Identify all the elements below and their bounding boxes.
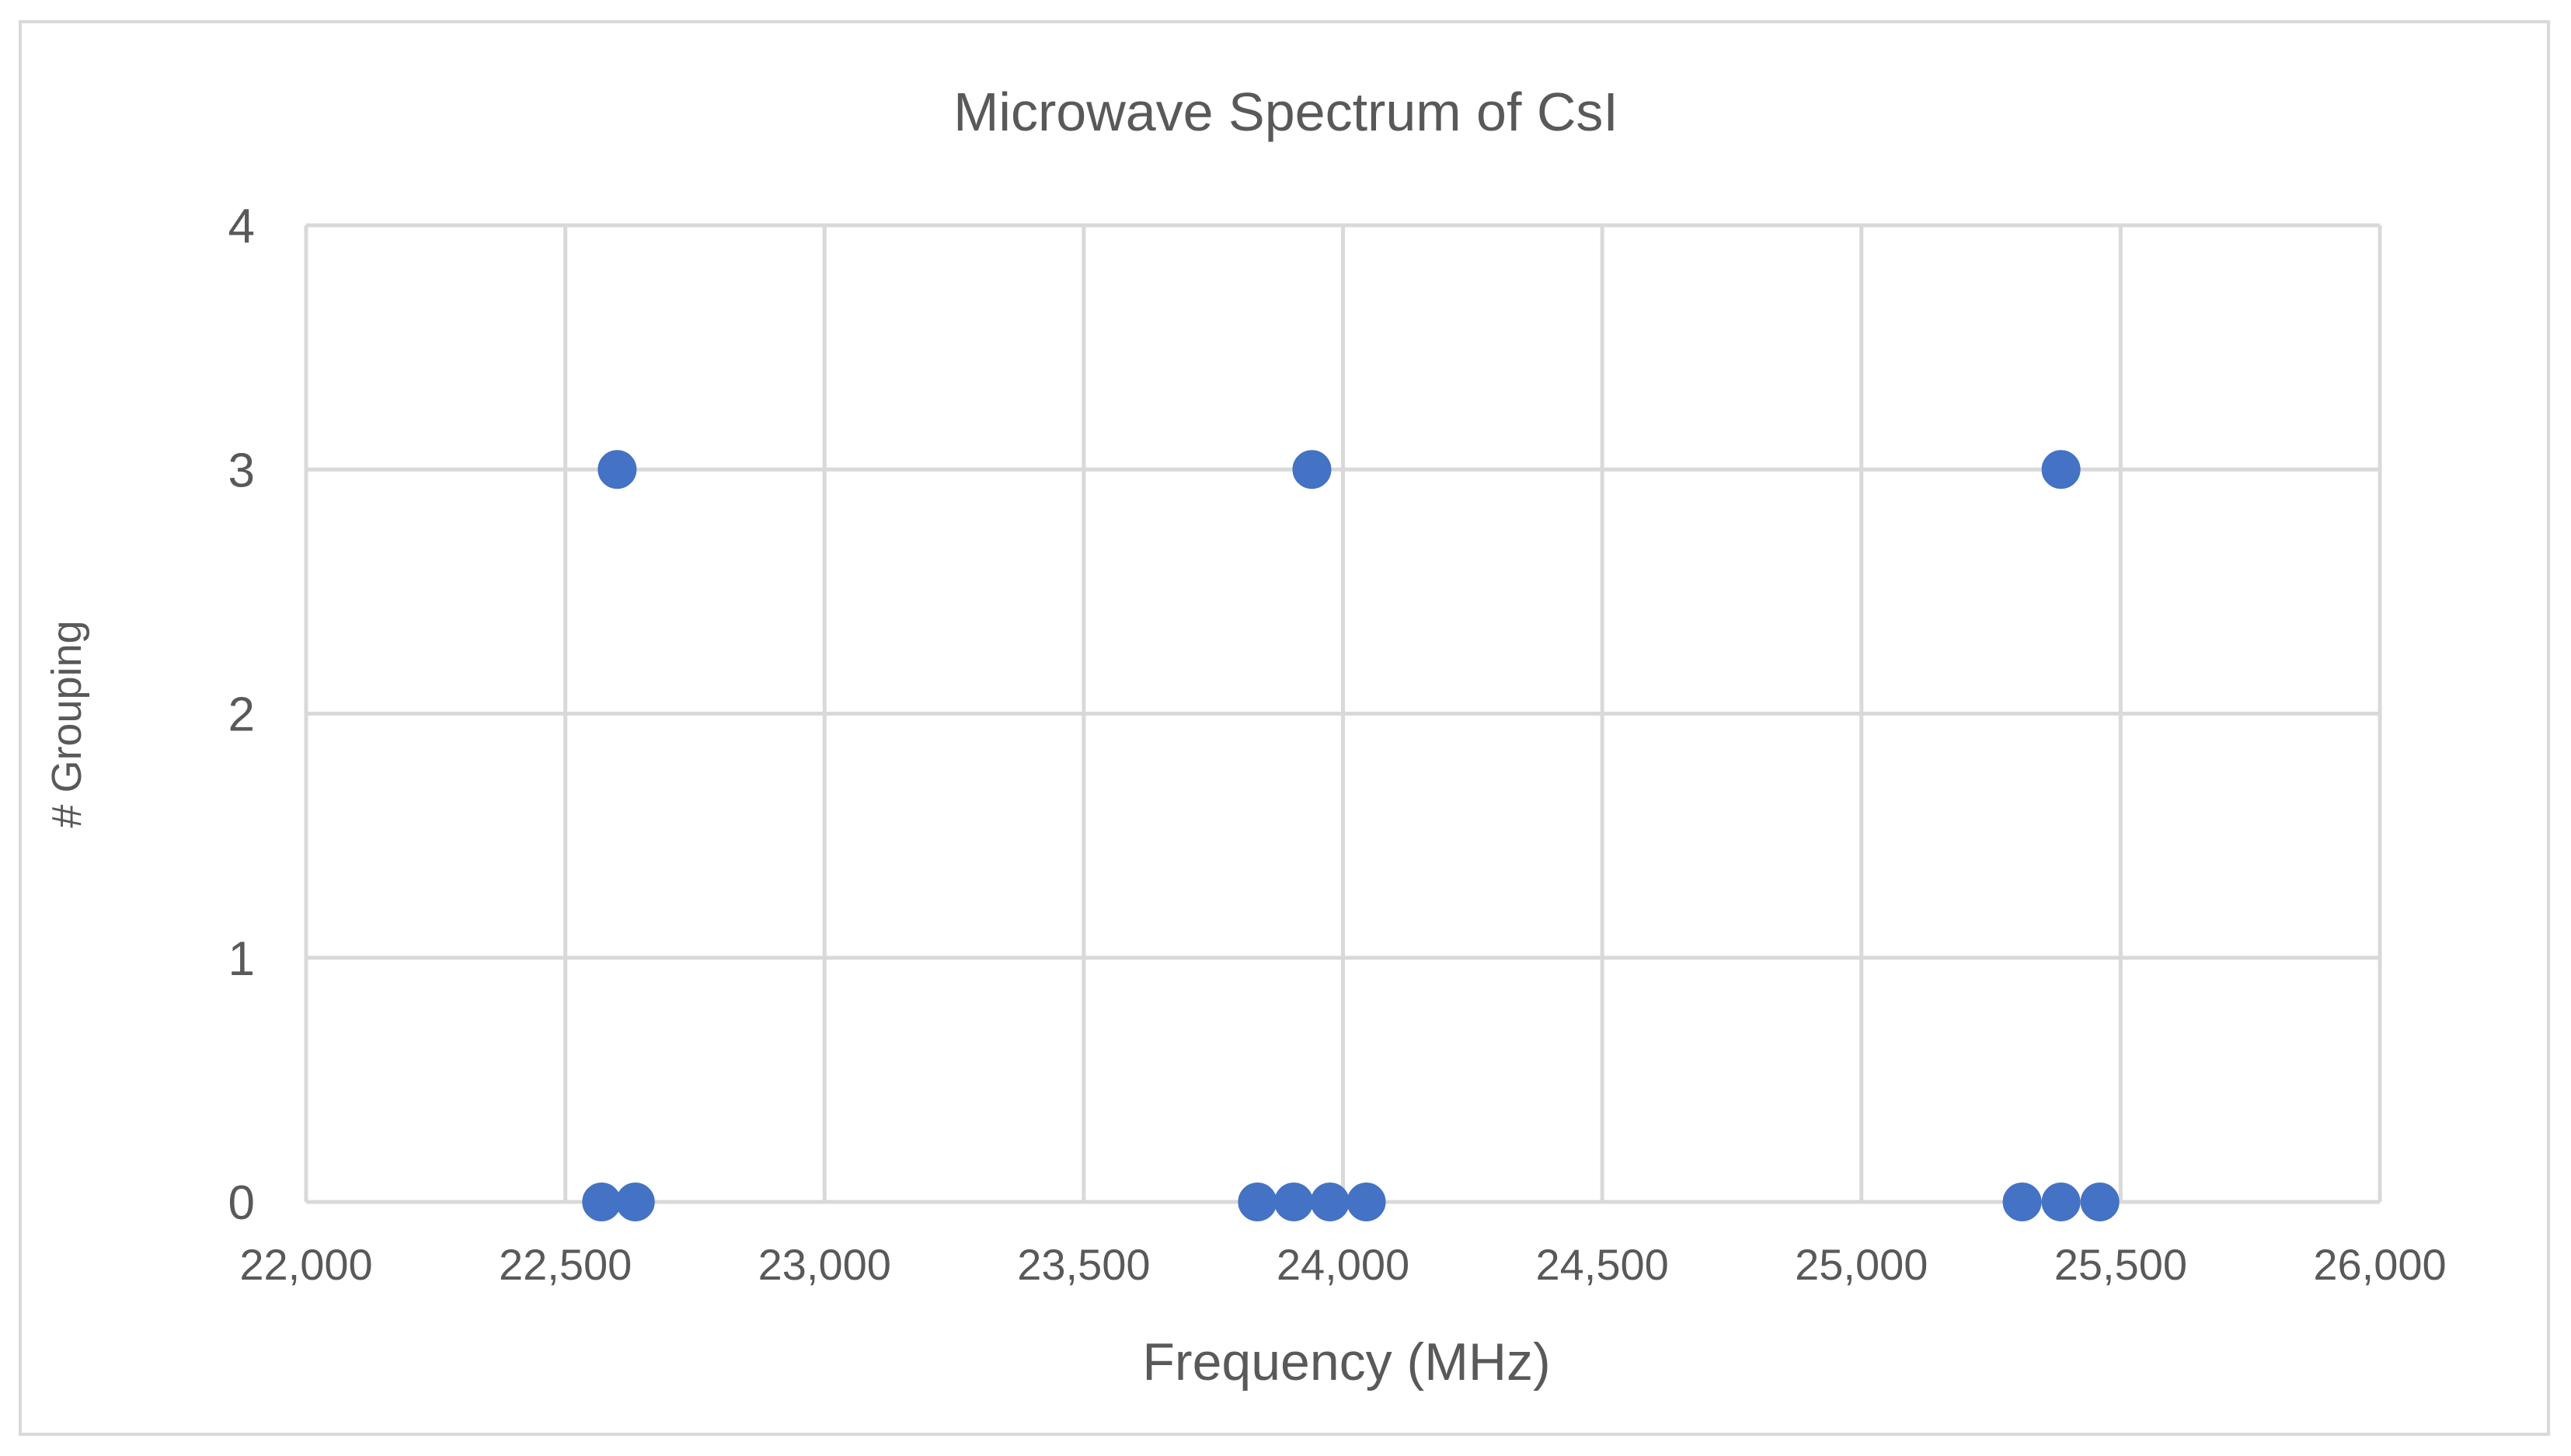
x-tick-label: 22,000: [239, 1240, 372, 1289]
data-point: [2041, 450, 2081, 489]
x-tick-label: 23,500: [1017, 1240, 1150, 1289]
y-tick-label: 4: [228, 200, 255, 253]
x-tick-label: 22,500: [499, 1240, 632, 1289]
data-point: [597, 450, 637, 489]
data-point: [615, 1183, 655, 1221]
x-tick-label: 23,000: [758, 1240, 891, 1289]
x-tick-label: 24,500: [1535, 1240, 1668, 1289]
y-axis-ticks: 0 1 2 3 4: [228, 200, 255, 1230]
data-point: [1274, 1183, 1314, 1221]
x-tick-label: 25,000: [1795, 1240, 1928, 1289]
data-point: [2080, 1183, 2120, 1221]
y-axis-title: # Grouping: [44, 620, 90, 827]
x-tick-label: 25,500: [2054, 1240, 2187, 1289]
data-point: [582, 1183, 622, 1221]
x-axis-title: Frequency (MHz): [1142, 1332, 1550, 1392]
x-tick-label: 26,000: [2313, 1240, 2446, 1289]
data-point: [2041, 1183, 2081, 1221]
data-point: [1310, 1183, 1350, 1221]
gridlines: [304, 223, 2382, 1204]
data-point: [1292, 450, 1332, 489]
x-tick-label: 24,000: [1277, 1240, 1409, 1289]
y-tick-label: 2: [228, 688, 255, 742]
chart-title: Microwave Spectrum of CsI: [953, 82, 1618, 142]
data-points: [582, 450, 2120, 1221]
data-point: [1238, 1183, 1277, 1221]
y-tick-label: 0: [228, 1176, 255, 1230]
data-point: [1346, 1183, 1386, 1221]
y-tick-label: 3: [228, 444, 255, 497]
y-tick-label: 1: [228, 932, 255, 986]
x-axis-ticks: 22,000 22,500 23,000 23,500 24,000 24,500 25,0…: [239, 1240, 2446, 1289]
data-point: [2002, 1183, 2042, 1221]
